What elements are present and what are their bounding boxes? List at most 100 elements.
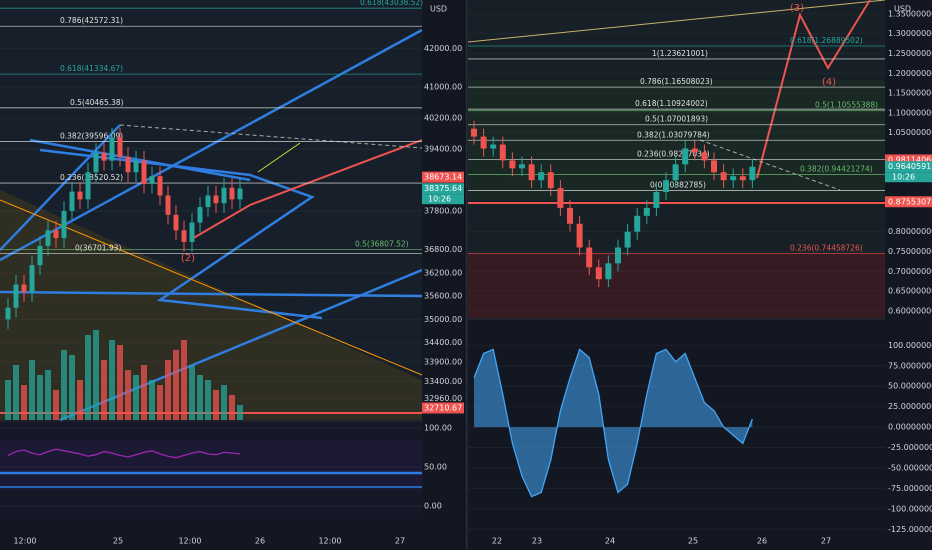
rsi-line bbox=[7, 448, 241, 459]
candle-body bbox=[653, 192, 660, 208]
y-tick-label: 40200.00 bbox=[424, 114, 462, 123]
candle-body bbox=[133, 160, 139, 173]
candle-body bbox=[557, 188, 564, 208]
y-tick-label: 75.00000000 bbox=[888, 361, 932, 370]
y-tick-label: 37800.00 bbox=[424, 206, 462, 215]
currency-label: USD bbox=[430, 5, 447, 14]
candle-body bbox=[528, 164, 535, 181]
fib-label: 0.5(36807.52) bbox=[355, 239, 409, 248]
y-tick-label: 34400.00 bbox=[424, 338, 462, 347]
candle-body bbox=[45, 230, 51, 246]
volume-bar bbox=[173, 350, 179, 420]
candle-body bbox=[547, 172, 554, 189]
candle-body bbox=[605, 263, 612, 280]
y-tick-label: 32960.00 bbox=[424, 394, 462, 403]
y-tick-label: 0.60000000 bbox=[888, 306, 932, 315]
fib-label: 0.618(1.26889502) bbox=[790, 36, 863, 45]
fib-label: 0.382(0.94421274) bbox=[800, 165, 873, 174]
y-tick-label: 1.30000000 bbox=[888, 29, 932, 38]
candle-body bbox=[181, 230, 187, 242]
x-tick-label: 12:00 bbox=[318, 537, 341, 546]
x-tick-label: 24 bbox=[605, 537, 615, 546]
candle-body bbox=[85, 172, 91, 200]
price-tag bbox=[885, 154, 932, 166]
fib-label: 0(0.90382785) bbox=[650, 181, 706, 190]
y-tick-label: 33400.00 bbox=[424, 377, 462, 386]
candle-body bbox=[53, 230, 59, 239]
candle-body bbox=[101, 152, 107, 161]
candle-body bbox=[499, 144, 506, 161]
y-tick-label: 0.70000000 bbox=[888, 267, 932, 276]
candle-body bbox=[720, 172, 727, 181]
candle-body bbox=[237, 188, 243, 200]
y-tick-label: 100.00000000 bbox=[888, 341, 932, 350]
candle-body bbox=[197, 207, 203, 223]
y-tick-label: 0.80000000 bbox=[888, 227, 932, 236]
volume-bar bbox=[85, 335, 91, 420]
price-tag bbox=[885, 196, 932, 208]
candle-body bbox=[615, 247, 621, 264]
y-tick-label: 1.15000000 bbox=[888, 89, 932, 98]
candle-body bbox=[37, 245, 43, 266]
volume-bar bbox=[101, 360, 107, 420]
volume-bar bbox=[93, 330, 99, 420]
candle-body bbox=[519, 164, 525, 169]
trendlines bbox=[0, 28, 423, 488]
candle-body bbox=[595, 267, 602, 280]
x-tick-label: 23 bbox=[532, 537, 542, 546]
candle-body bbox=[691, 148, 698, 153]
y-tick-label: 0.00 bbox=[424, 502, 442, 511]
volume-bar bbox=[157, 385, 163, 420]
candle-body bbox=[213, 195, 219, 204]
y-tick-label: 0.75000000 bbox=[888, 247, 932, 256]
fib-label: 1(1.23621001) bbox=[652, 49, 708, 58]
y-tick-label: 1.25000000 bbox=[888, 49, 932, 58]
candle-body bbox=[189, 222, 195, 242]
candle-body bbox=[13, 284, 19, 308]
volume-bar bbox=[205, 380, 211, 420]
fib-label: 0.786(1.16508023) bbox=[640, 77, 713, 86]
y-tick-label: 0.65000000 bbox=[888, 287, 932, 296]
fib-label: 0.5(40465.38) bbox=[70, 98, 124, 107]
volume-bar bbox=[237, 405, 243, 420]
candle-body bbox=[21, 284, 27, 293]
x-tick-label: 27 bbox=[395, 537, 405, 546]
oscillator-line bbox=[473, 348, 754, 498]
price-tag bbox=[422, 171, 464, 183]
y-tick-label: 0.00000000 bbox=[888, 423, 932, 432]
candle-body bbox=[149, 176, 155, 184]
volume-bar bbox=[221, 385, 227, 420]
price-tag-label: 0.87553071 bbox=[888, 197, 932, 206]
rsi-band bbox=[0, 440, 422, 490]
volume-bar bbox=[13, 365, 19, 420]
candle-body bbox=[586, 247, 593, 268]
candle-body bbox=[730, 176, 737, 181]
y-tick-label: 35600.00 bbox=[424, 292, 462, 301]
price-tag bbox=[885, 161, 932, 173]
y-tick-label: 1.10000000 bbox=[888, 108, 932, 117]
fib-label: 0.618(41334.67) bbox=[60, 64, 123, 73]
volume-bar bbox=[117, 345, 123, 420]
x-tick-label: 25 bbox=[688, 537, 698, 546]
candle-body bbox=[29, 265, 35, 293]
currency-label: USD bbox=[894, 5, 911, 14]
candle-body bbox=[61, 210, 67, 239]
candle-body bbox=[125, 156, 131, 173]
y-tick-label: 36800.00 bbox=[424, 245, 462, 254]
y-tick-label: -25.00000000 bbox=[888, 443, 932, 452]
fib-label: 0.618(1.10924002) bbox=[635, 99, 708, 108]
y-tick-label: 25.00000000 bbox=[888, 402, 932, 411]
volume-bar bbox=[125, 370, 131, 420]
trendlines bbox=[467, 0, 886, 204]
y-tick-label: 35000.00 bbox=[424, 315, 462, 324]
y-tick-label: 1.20000000 bbox=[888, 69, 932, 78]
fib-label: 0.786(42572.31) bbox=[60, 16, 123, 25]
x-tick-label: 12:00 bbox=[13, 537, 36, 546]
candle-body bbox=[165, 195, 171, 215]
candle-body bbox=[157, 176, 163, 196]
price-tag-label: 38375.64 bbox=[424, 184, 462, 193]
volume-bar bbox=[61, 350, 67, 420]
y-tick-label: 42000.00 bbox=[424, 44, 462, 53]
